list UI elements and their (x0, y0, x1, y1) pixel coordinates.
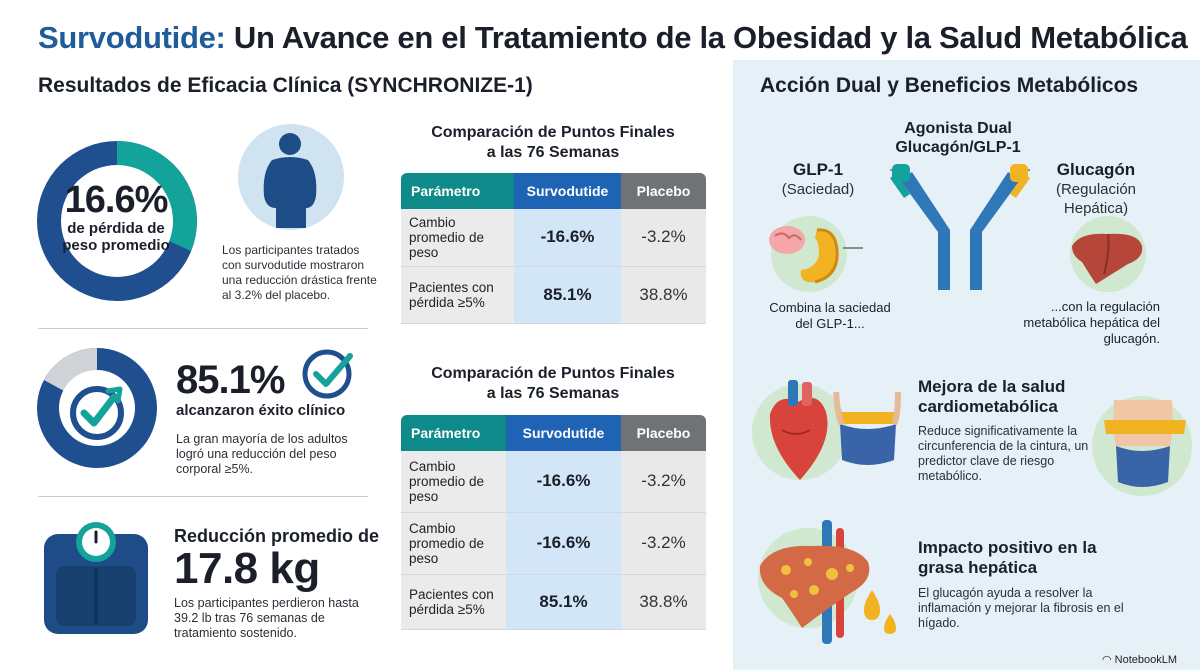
stat2-description: La gran mayoría de los adultos logró una… (176, 432, 348, 476)
table2-header-survodutide: Survodutide (506, 415, 621, 451)
table1-row2-surv: 85.1% (514, 266, 621, 324)
bathroom-scale-icon (44, 522, 148, 634)
combina-text: Combina la saciedad del GLP-1... (769, 300, 891, 331)
glucagon-subtitle-line1: (Regulación (1055, 181, 1137, 198)
table1-title-line2: a las 76 Semanas (486, 144, 620, 161)
page-title: Survodutide: Un Avance en el Tratamiento… (38, 20, 1188, 56)
benefit2-title: Impacto positivo en la grasa hepática (918, 538, 1097, 577)
comparison-table-2: Parámetro Survodutide Placebo Cambio pro… (401, 415, 706, 630)
fatty-liver-icon (758, 520, 896, 644)
stat1-label-line1: de pérdida de (67, 220, 165, 237)
notebooklm-brand: ◠ NotebookLM (1102, 653, 1177, 666)
table1-row2-param: Pacientes con pérdida ≥5% (401, 266, 514, 324)
table2-row1-placebo: -3.2% (621, 451, 706, 513)
stat2-value: 85.1% (176, 358, 285, 402)
glp1-title: GLP-1 (792, 160, 844, 179)
stat1-text: 16.6% de pérdida de peso promedio (51, 180, 181, 254)
table1-title-line1: Comparación de Puntos Finales (431, 124, 675, 141)
notebooklm-logo-icon: ◠ (1102, 654, 1115, 666)
glp1-label-block: GLP-1 (Saciedad) (770, 160, 866, 199)
stat1-label-line2: peso promedio (62, 237, 170, 254)
stat3-description: Los participantes perdieron hasta 39.2 l… (174, 596, 359, 640)
table1-header-parameter: Parámetro (401, 173, 514, 209)
table2-title-line2: a las 76 Semanas (486, 385, 620, 402)
glucagon-title: Glucagón (1056, 160, 1136, 179)
table2-header-parameter: Parámetro (401, 415, 506, 451)
table1-header-placebo: Placebo (621, 173, 706, 209)
stat2-label: alcanzaron éxito clínico (176, 402, 346, 419)
stat1-value: 16.6% (64, 179, 169, 221)
divider-1 (38, 328, 368, 329)
table-row: Cambio promedio de peso -16.6% -3.2% (401, 512, 706, 575)
table2-row3-surv: 85.1% (506, 574, 621, 630)
antibody-icon (890, 164, 1030, 290)
table-row: Pacientes con pérdida ≥5% 85.1% 38.8% (401, 574, 706, 630)
table2-row2-surv: -16.6% (506, 512, 621, 575)
liver-icon (1070, 216, 1146, 292)
right-section-title: Acción Dual y Beneficios Metabólicos (760, 74, 1139, 97)
con-la-text: ...con la regulación metabólica hepática… (1023, 299, 1160, 346)
divider-2 (38, 496, 368, 497)
benefit1-title: Mejora de la salud cardiometabólica (918, 377, 1066, 416)
dual-agonist-line1: Agonista Dual (904, 120, 1012, 137)
table-row: Cambio promedio de peso -16.6% -3.2% (401, 451, 706, 513)
table1-header-survodutide: Survodutide (514, 173, 621, 209)
table1-row1-param: Cambio promedio de peso (401, 209, 514, 267)
table2-row1-surv: -16.6% (506, 451, 621, 513)
comparison-table-1: Parámetro Survodutide Placebo Cambio pro… (401, 173, 706, 324)
benefit2-description: El glucagón ayuda a resolver la inflamac… (918, 586, 1124, 630)
title-highlight: Survodutide: (38, 20, 226, 55)
heart-icon (752, 380, 901, 480)
notebooklm-label: NotebookLM (1114, 654, 1178, 666)
brain-stomach-icon (769, 216, 863, 292)
left-section-title: Resultados de Eficacia Clínica (SYNCHRON… (38, 74, 533, 97)
stat3-label: Reducción promedio de (174, 526, 380, 546)
weight-loss-ring (37, 141, 197, 301)
table1-row1-surv: -16.6% (514, 209, 621, 267)
stat1-description: Los participantes tratados con survoduti… (222, 243, 377, 302)
table1-row1-placebo: -3.2% (621, 209, 706, 267)
benefit1-description: Reduce significativamente la circunferen… (918, 424, 1089, 483)
person-silhouette-icon (238, 124, 344, 230)
table2-title-line1: Comparación de Puntos Finales (431, 365, 675, 382)
glp1-subtitle: (Saciedad) (781, 181, 855, 198)
table2-row3-placebo: 38.8% (621, 574, 706, 630)
table2-title: Comparación de Puntos Finales a las 76 S… (398, 364, 708, 404)
check-circle-icon (302, 349, 353, 399)
title-rest: Un Avance en el Tratamiento de la Obesid… (225, 20, 1188, 55)
table1-title: Comparación de Puntos Finales a las 76 S… (398, 123, 708, 163)
table2-row1-param: Cambio promedio de peso (401, 451, 506, 513)
dual-agonist-title: Agonista Dual Glucagón/GLP-1 (878, 119, 1038, 157)
table2-row2-param: Cambio promedio de peso (401, 512, 506, 575)
success-ring (37, 348, 157, 468)
glucagon-subtitle-line2: Hepática) (1063, 200, 1129, 217)
table2-row2-placebo: -3.2% (621, 512, 706, 575)
table2-row3-param: Pacientes con pérdida ≥5% (401, 574, 506, 630)
waist-measure-icon (1092, 396, 1192, 496)
dual-agonist-line2: Glucagón/GLP-1 (895, 139, 1021, 156)
table2-header-placebo: Placebo (621, 415, 706, 451)
table-row: Pacientes con pérdida ≥5% 85.1% 38.8% (401, 266, 706, 324)
table1-row2-placebo: 38.8% (621, 266, 706, 324)
table-row: Cambio promedio de peso -16.6% -3.2% (401, 209, 706, 267)
glucagon-label-block: Glucagón (Regulación Hepática) (1046, 160, 1146, 218)
stat3-value: 17.8 kg (174, 544, 320, 593)
